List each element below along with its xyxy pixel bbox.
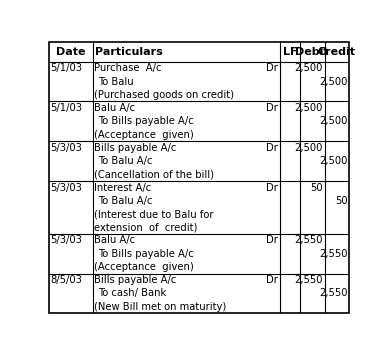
Text: (New Bill met on maturity): (New Bill met on maturity) <box>94 302 227 312</box>
Text: 2,500: 2,500 <box>319 156 347 166</box>
Text: 2,500: 2,500 <box>294 103 323 113</box>
Text: (Acceptance  given): (Acceptance given) <box>94 262 194 272</box>
Text: To cash/ Bank: To cash/ Bank <box>99 288 167 298</box>
Text: 2,500: 2,500 <box>294 63 323 73</box>
Text: Dr: Dr <box>266 235 278 245</box>
Text: (Purchased goods on credit): (Purchased goods on credit) <box>94 90 234 100</box>
Text: To Balu A/c: To Balu A/c <box>99 196 153 206</box>
Text: To Balu A/c: To Balu A/c <box>99 156 153 166</box>
Text: To Balu: To Balu <box>99 77 134 87</box>
Text: 5/3/03: 5/3/03 <box>50 143 82 153</box>
Text: 50: 50 <box>310 183 323 193</box>
Text: 5/1/03: 5/1/03 <box>50 63 82 73</box>
Text: Purchase  A/c: Purchase A/c <box>94 63 162 73</box>
Text: 2,550: 2,550 <box>319 249 347 259</box>
Text: 8/5/03: 8/5/03 <box>50 275 82 285</box>
Text: Particulars: Particulars <box>95 47 162 57</box>
Text: 5/1/03: 5/1/03 <box>50 103 82 113</box>
Text: To Bills payable A/c: To Bills payable A/c <box>99 116 194 126</box>
Text: Dr: Dr <box>266 183 278 193</box>
Text: Dr: Dr <box>266 63 278 73</box>
Text: Balu A/c: Balu A/c <box>94 103 135 113</box>
Text: 5/3/03: 5/3/03 <box>50 235 82 245</box>
Text: Debit: Debit <box>295 47 329 57</box>
Text: Date: Date <box>56 47 85 57</box>
Text: (Cancellation of the bill): (Cancellation of the bill) <box>94 169 214 179</box>
Text: Dr: Dr <box>266 143 278 153</box>
Text: Bills payable A/c: Bills payable A/c <box>94 275 177 285</box>
Text: 50: 50 <box>335 196 347 206</box>
Text: To Bills payable A/c: To Bills payable A/c <box>99 249 194 259</box>
Text: 2,500: 2,500 <box>319 116 347 126</box>
Text: Balu A/c: Balu A/c <box>94 235 135 245</box>
Text: 2,500: 2,500 <box>319 77 347 87</box>
Text: extension  of  credit): extension of credit) <box>94 222 197 232</box>
Text: 2,550: 2,550 <box>319 288 347 298</box>
Text: Interest A/c: Interest A/c <box>94 183 151 193</box>
Text: Dr: Dr <box>266 275 278 285</box>
Text: (Interest due to Balu for: (Interest due to Balu for <box>94 209 214 219</box>
Text: Dr: Dr <box>266 103 278 113</box>
Text: 2,500: 2,500 <box>294 143 323 153</box>
Text: 5/3/03: 5/3/03 <box>50 183 82 193</box>
Text: LF: LF <box>283 47 297 57</box>
Text: 2,550: 2,550 <box>294 275 323 285</box>
Text: 2,550: 2,550 <box>294 235 323 245</box>
Text: Credit: Credit <box>318 47 356 57</box>
Text: Bills payable A/c: Bills payable A/c <box>94 143 177 153</box>
Text: (Acceptance  given): (Acceptance given) <box>94 130 194 140</box>
